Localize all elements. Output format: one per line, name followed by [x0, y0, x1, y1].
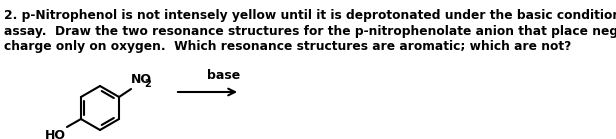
Text: NO: NO — [131, 73, 152, 86]
Text: base: base — [207, 69, 240, 82]
Text: charge only on oxygen.  Which resonance structures are aromatic; which are not?: charge only on oxygen. Which resonance s… — [4, 40, 571, 53]
Text: HO: HO — [45, 129, 66, 139]
Text: 2. p-Nitrophenol is not intensely yellow until it is deprotonated under the basi: 2. p-Nitrophenol is not intensely yellow… — [4, 9, 616, 22]
Text: assay.  Draw the two resonance structures for the p-nitrophenolate anion that pl: assay. Draw the two resonance structures… — [4, 24, 616, 38]
Text: 2: 2 — [145, 79, 152, 89]
